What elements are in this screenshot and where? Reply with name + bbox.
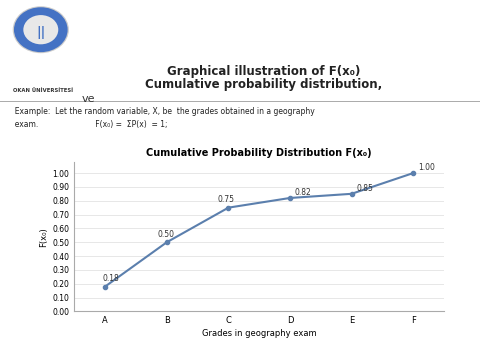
Text: Cumulative probability distribution,: Cumulative probability distribution, <box>145 78 383 91</box>
Text: Example:  Let the random variable, X, be  the grades obtained in a geography: Example: Let the random variable, X, be … <box>10 107 314 116</box>
Text: ||: || <box>36 26 46 39</box>
Title: Cumulative Probability Distribution F(x₀): Cumulative Probability Distribution F(x₀… <box>146 148 372 158</box>
Text: Graphical illustration of F(x₀): Graphical illustration of F(x₀) <box>168 65 360 78</box>
Text: 1.00: 1.00 <box>418 163 435 172</box>
Text: exam.                        F(x₀) =  ΣP(x)  = 1;: exam. F(x₀) = ΣP(x) = 1; <box>10 120 167 129</box>
Y-axis label: F(x₀): F(x₀) <box>39 227 48 247</box>
Text: ve: ve <box>82 94 95 104</box>
Text: Ch. 4-19: Ch. 4-19 <box>427 337 456 343</box>
Text: OKAN ÜNİVERSİTESİ: OKAN ÜNİVERSİTESİ <box>13 89 73 93</box>
Text: 0.85: 0.85 <box>357 184 373 193</box>
X-axis label: Grades in geography exam: Grades in geography exam <box>202 329 316 338</box>
Text: 0.75: 0.75 <box>217 195 234 204</box>
Text: 0.50: 0.50 <box>157 230 175 239</box>
Circle shape <box>12 6 69 53</box>
Text: DR SUSANNE YABUIN SARAL: DR SUSANNE YABUIN SARAL <box>124 338 212 343</box>
Circle shape <box>24 15 58 44</box>
Text: 0.18: 0.18 <box>102 274 119 283</box>
Circle shape <box>14 7 68 52</box>
Text: 0.82: 0.82 <box>295 188 312 197</box>
